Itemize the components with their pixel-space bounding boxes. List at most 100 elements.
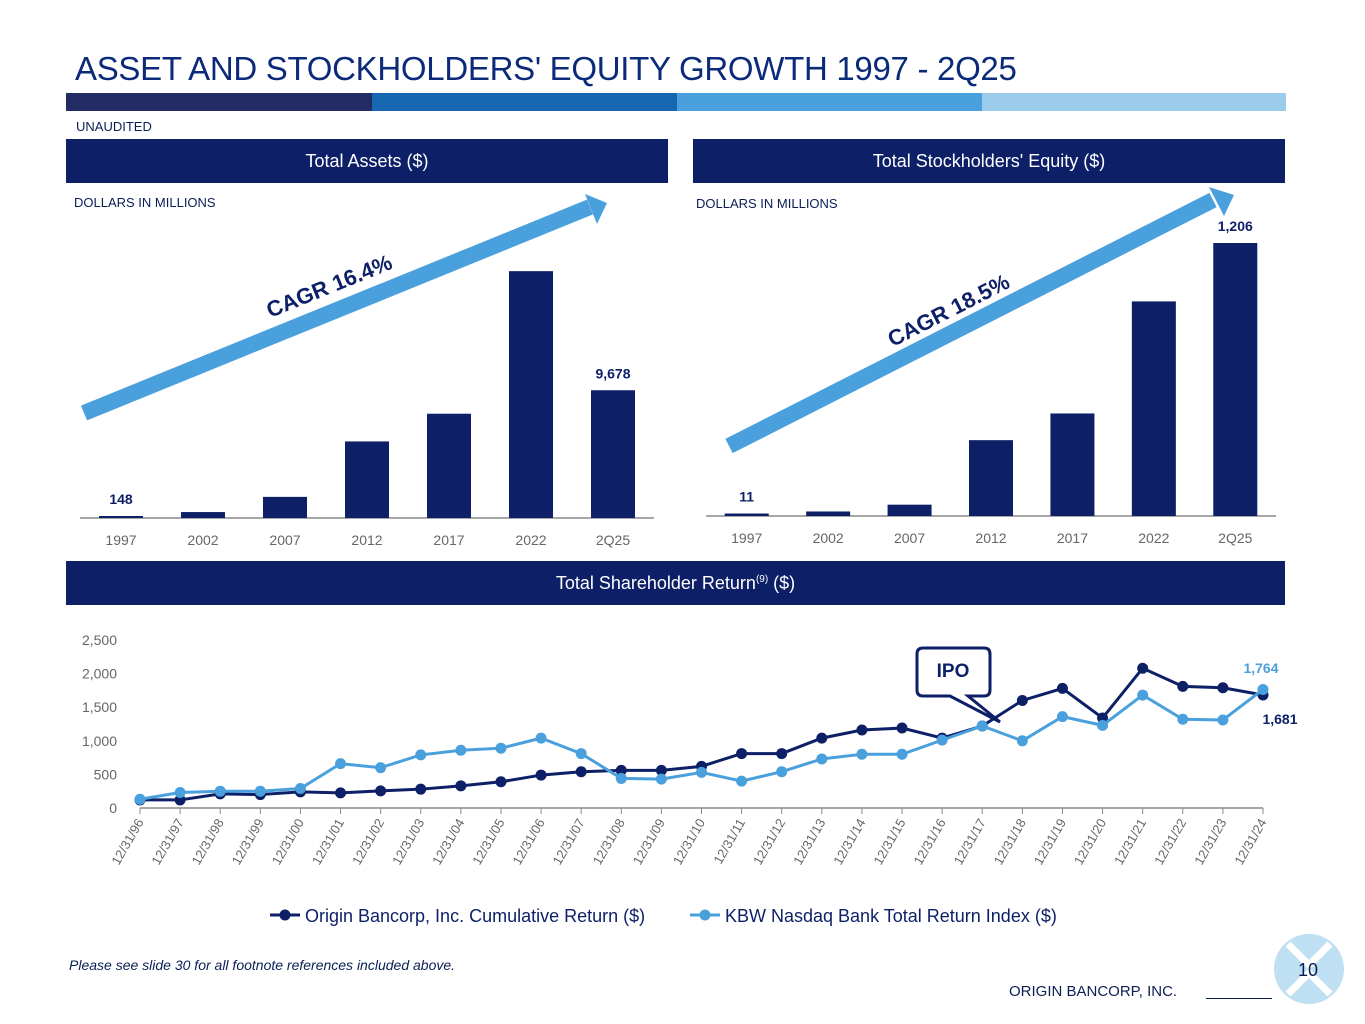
tsr-x-tick-label: 12/31/18 (991, 816, 1029, 867)
ipo-callout: IPO (915, 646, 1001, 724)
tsr-series-point (415, 783, 427, 795)
tsr-x-tick-label: 12/31/04 (429, 816, 467, 867)
header-stripe-navy (66, 93, 372, 111)
tsr-series-point (455, 744, 467, 756)
tsr-y-tick-label: 1,000 (82, 733, 117, 749)
tsr-series-point (776, 748, 788, 760)
tsr-series-point (214, 785, 226, 797)
tsr-series-point (134, 793, 146, 805)
tsr-series-line (139, 688, 1264, 801)
origin-end-label: 1,681 (1262, 711, 1297, 727)
tsr-series-point (375, 762, 387, 774)
tsr-y-tick-label: 1,500 (82, 699, 117, 715)
tsr-y-tick-label: 2,000 (82, 666, 117, 682)
tsr-x-tick-label: 12/31/21 (1111, 816, 1149, 867)
tsr-series-point (655, 764, 667, 776)
tsr-x-tick-label: 12/31/23 (1191, 816, 1229, 867)
tsr-series-point (294, 786, 306, 798)
tsr-series-point (615, 764, 627, 776)
tsr-series-point (816, 732, 828, 744)
tsr-x-tick-label: 12/31/02 (349, 816, 387, 867)
assets-bar (263, 496, 307, 518)
equity-value-label: 1,206 (1218, 218, 1253, 234)
assets-units-label: DOLLARS IN MILLIONS (74, 195, 216, 210)
tsr-series-point (736, 748, 748, 760)
tsr-series-point (1016, 735, 1028, 747)
tsr-x-tick-label: 12/31/97 (148, 816, 186, 867)
equity-panel-header: Total Stockholders' Equity ($) (693, 139, 1285, 183)
tsr-series-point (415, 749, 427, 761)
assets-x-tick-label: 2007 (269, 532, 300, 548)
assets-bar (427, 413, 471, 518)
assets-x-tick-label: 2017 (433, 532, 464, 548)
tsr-series-point (615, 772, 627, 784)
assets-cagr-label: CAGR 16.4% (263, 249, 396, 322)
equity-x-tick-label: 2012 (975, 530, 1006, 546)
tsr-series-point (575, 766, 587, 778)
tsr-x-tick-label: 12/31/06 (509, 816, 547, 867)
tsr-series-point (495, 742, 507, 754)
tsr-series-point (856, 724, 868, 736)
tsr-panel-header: Total Shareholder Return(9) ($) (66, 561, 1285, 605)
tsr-x-tick-label: 12/31/05 (469, 816, 507, 867)
tsr-series-point (1217, 682, 1229, 694)
tsr-y-tick-label: 500 (94, 766, 118, 782)
assets-value-label: 9,678 (595, 365, 630, 381)
footnote: Please see slide 30 for all footnote ref… (69, 957, 456, 973)
assets-x-tick-label: 2Q25 (596, 532, 630, 548)
equity-value-label: 11 (739, 489, 754, 505)
tsr-series-point (1016, 694, 1028, 706)
equity-bar (724, 513, 769, 516)
tsr-series-point (134, 794, 146, 806)
tsr-series-point (254, 789, 266, 801)
company-underline (1206, 998, 1272, 999)
tsr-series-point (655, 773, 667, 785)
tsr-x-tick-label: 12/31/17 (951, 816, 989, 867)
assets-growth-arrow: CAGR 16.4% (80, 194, 607, 421)
tsr-series-point (1097, 719, 1109, 731)
tsr-x-tick-label: 12/31/96 (108, 816, 146, 867)
tsr-x-tick-label: 12/31/07 (549, 816, 587, 867)
assets-bar (99, 516, 143, 518)
tsr-series-point (335, 787, 347, 799)
tsr-series-point (1097, 712, 1109, 724)
equity-x-tick-label: 2017 (1057, 530, 1088, 546)
legend-marker-swatch (699, 909, 711, 921)
tsr-x-tick-label: 12/31/14 (830, 816, 868, 867)
tsr-x-tick-label: 12/31/24 (1231, 816, 1269, 867)
tsr-series-point (294, 783, 306, 795)
tsr-y-tick-label: 2,500 (82, 632, 117, 648)
assets-bar (591, 390, 635, 518)
tsr-series-point (335, 758, 347, 770)
equity-cagr-label: CAGR 18.5% (884, 269, 1014, 352)
tsr-series-point (1177, 680, 1189, 692)
equity-bar (1213, 243, 1258, 516)
company-name: ORIGIN BANCORP, INC. (1009, 983, 1178, 1000)
tsr-x-tick-label: 12/31/09 (630, 816, 668, 867)
tsr-series-point (976, 720, 988, 732)
assets-bar (345, 441, 389, 518)
equity-bar (1131, 301, 1176, 516)
page-title: ASSET AND STOCKHOLDERS' EQUITY GROWTH 19… (75, 50, 1017, 87)
equity-x-tick-label: 2022 (1138, 530, 1169, 546)
assets-x-tick-label: 1997 (105, 532, 136, 548)
page-number: 10 (1298, 960, 1319, 980)
tsr-series-point (495, 776, 507, 788)
equity-chart-title: Total Stockholders' Equity ($) (872, 150, 1106, 171)
assets-value-label: 148 (109, 491, 133, 507)
tsr-x-tick-label: 12/31/01 (309, 816, 347, 867)
tsr-x-tick-label: 12/31/20 (1071, 816, 1109, 867)
equity-bar (806, 511, 851, 516)
tsr-x-tick-label: 12/31/10 (670, 816, 708, 867)
tsr-series-point (174, 787, 186, 799)
tsr-series-point (1257, 683, 1269, 695)
tsr-series-point (816, 753, 828, 765)
equity-units-label: DOLLARS IN MILLIONS (696, 196, 838, 211)
tsr-series-point (375, 785, 387, 797)
tsr-x-tick-label: 12/31/15 (870, 816, 908, 867)
tsr-series-point (736, 775, 748, 787)
tsr-x-tick-label: 12/31/13 (790, 816, 828, 867)
tsr-series-line (140, 666, 1264, 802)
tsr-series-point (856, 748, 868, 760)
tsr-x-tick-label: 12/31/12 (750, 816, 788, 867)
